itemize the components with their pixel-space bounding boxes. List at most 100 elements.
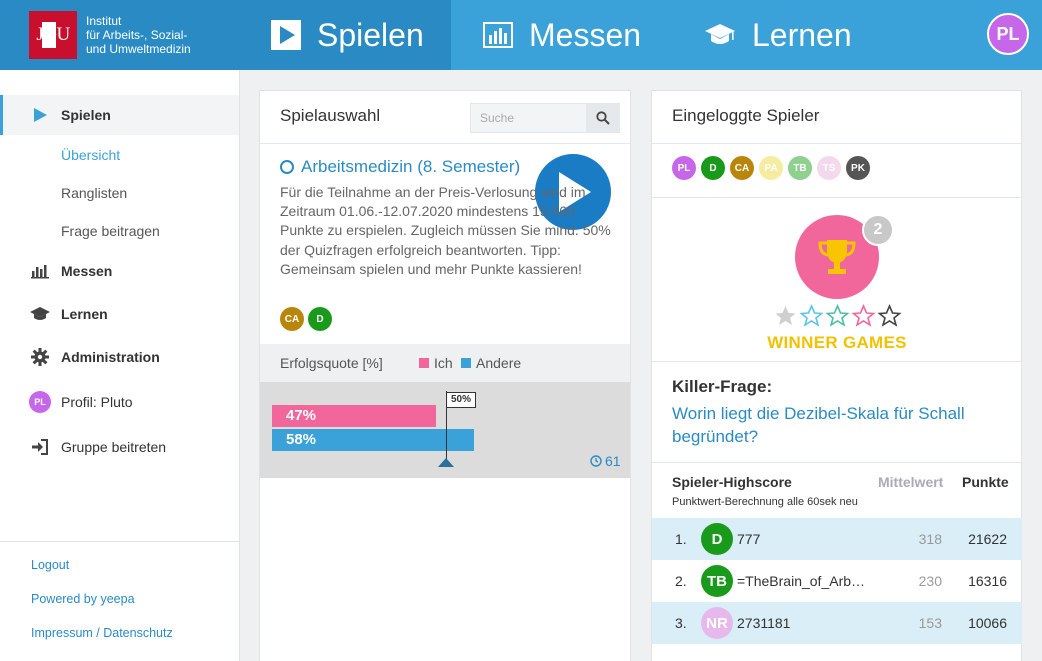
topnav-messen-label: Messen [529,16,642,53]
legend-ich: Ich [419,355,453,371]
killer-question-title: Killer-Frage: [672,377,773,396]
radio-circle-icon [280,160,294,174]
impressum-link[interactable]: Impressum / Datenschutz [31,626,173,640]
column-header-mean: Mittelwert [878,474,944,490]
sidebar-item-uebersicht[interactable]: Übersicht [0,135,239,175]
killer-question-link[interactable]: Worin liegt die Dezibel-Skala für Schall… [672,404,965,446]
play-button[interactable] [535,154,611,230]
logout-link[interactable]: Logout [31,558,70,572]
avatar: PL [29,391,51,413]
star-icon [851,304,876,327]
search-input[interactable] [471,104,586,132]
legend-andere: Andere [461,355,521,371]
avatar[interactable]: D [701,156,725,180]
sidebar-item-gruppe-beitreten[interactable]: Gruppe beitreten [0,427,239,467]
avatar[interactable]: PA [759,156,783,180]
game-title-link[interactable]: Arbeitsmedizin (8. Semester) [280,157,520,177]
brand-logo-area[interactable]: JGU Institut für Arbeits-, Sozial- und U… [0,0,240,70]
column-header-points: Punkte [962,474,1009,490]
star-rating [773,304,902,328]
divider [652,197,1021,198]
highscore-title: Spieler-Highscore [672,474,792,490]
graduation-cap-icon [704,22,736,48]
timer: 61 [590,453,621,469]
threshold-marker-line [446,391,447,461]
stats-label: Erfolgsquote [%] [280,355,383,371]
row-mean: 153 [918,615,942,631]
threshold-marker-icon [438,458,454,467]
user-avatar[interactable]: PL [987,13,1029,55]
sidebar-footer: Logout Powered by yeepa Impressum / Date… [0,541,239,640]
row-mean: 318 [918,531,942,547]
graduation-cap-icon [29,306,51,322]
sidebar-item-profil[interactable]: PL Profil: Pluto [0,382,239,422]
play-icon [271,20,301,50]
stats-header: Erfolgsquote [%] Ich Andere [260,344,630,382]
powered-by-link[interactable]: Powered by yeepa [31,592,135,606]
highscore-subtitle: Punktwert-Berechnung alle 60sek neu [672,496,858,508]
game-selection-card: Spielauswahl Arbeitsmedizin (8. Semester… [259,90,631,661]
divider [652,361,1021,362]
row-points: 16316 [968,573,1007,589]
threshold-marker-label: 50% [446,392,476,408]
trophy-icon [818,240,856,274]
clock-icon [590,455,602,467]
game-title: Arbeitsmedizin (8. Semester) [301,157,521,176]
divider [652,143,1021,144]
star-icon [825,304,850,327]
search-box [470,103,620,133]
topnav-spielen[interactable]: Spielen [240,0,451,70]
search-icon [596,111,610,125]
topnav-lernen[interactable]: Lernen [674,0,852,70]
sidebar-item-label: Profil: Pluto [61,394,133,410]
table-row[interactable]: 1. D 777 318 21622 [652,518,1022,560]
game-player-avatars: CA D [280,307,332,331]
winner-label: WINNER GAMES [767,333,907,352]
topnav-spielen-label: Spielen [317,16,424,53]
sidebar-item-spielen[interactable]: Spielen [0,95,239,135]
logged-in-players-card: Eingeloggte Spieler PL D CA PA TB TS PK … [651,90,1022,661]
search-button[interactable] [586,104,620,132]
bar-chart-icon [29,263,51,279]
sidebar-item-administration[interactable]: Administration [0,337,239,377]
top-navigation-bar: JGU Institut für Arbeits-, Sozial- und U… [0,0,1042,70]
avatar[interactable]: PK [846,156,870,180]
avatar[interactable]: TB [788,156,812,180]
card-title: Eingeloggte Spieler [672,106,820,125]
sidebar-item-label: Spielen [61,107,111,123]
topnav-messen[interactable]: Messen [451,0,641,70]
bar-andere: 58% [272,429,474,451]
star-icon [877,304,902,327]
row-rank: 3. [675,615,687,631]
rank-badge: 2 [862,214,894,246]
table-row[interactable]: 2. TB =TheBrain_of_Arbeitsmedizin 230 16… [652,560,1022,602]
table-row[interactable]: 3. NR 2731181 153 10066 [652,602,1022,644]
avatar[interactable]: CA [730,156,754,180]
play-icon [559,172,591,212]
gear-icon [29,348,51,366]
sidebar-item-label: Frage beitragen [61,223,160,239]
play-icon [29,107,51,123]
avatar[interactable]: PL [672,156,696,180]
avatar: TB [701,565,733,597]
bar-ich: 47% [272,405,436,427]
avatar: D [701,523,733,555]
sidebar-item-lernen[interactable]: Lernen [0,294,239,334]
topnav-lernen-label: Lernen [752,16,852,53]
row-name: =TheBrain_of_Arbeitsmedizin [737,573,869,589]
sidebar-item-frage-beitragen[interactable]: Frage beitragen [0,211,239,251]
row-name: 777 [737,531,761,547]
university-logo: JGU [29,11,77,59]
sidebar: Spielen Übersicht Ranglisten Frage beitr… [0,70,240,661]
divider [652,462,1021,463]
avatar[interactable]: TS [817,156,841,180]
logged-in-player-avatars: PL D CA PA TB TS PK [672,156,870,180]
avatar: D [308,307,332,331]
sidebar-item-messen[interactable]: Messen [0,251,239,291]
bar-chart-icon [483,22,513,48]
row-rank: 1. [675,531,687,547]
avatar: CA [280,307,304,331]
row-name: 2731181 [737,615,791,631]
sidebar-item-ranglisten[interactable]: Ranglisten [0,173,239,213]
row-points: 21622 [968,531,1007,547]
